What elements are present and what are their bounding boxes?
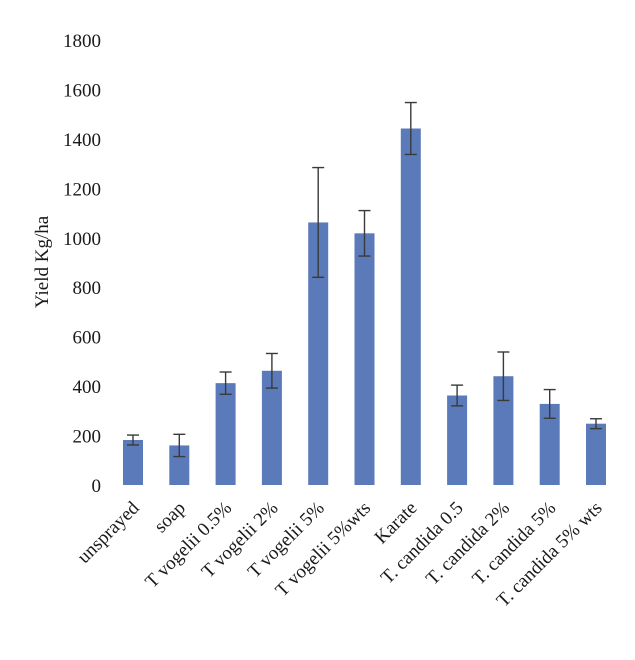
error-bar	[358, 209, 371, 257]
error-bars	[127, 101, 602, 458]
error-bar	[127, 434, 139, 446]
y-tick-label: 1200	[63, 179, 101, 200]
y-axis-ticks: 0 200 400 600 800 1000 1200 1400 1600 1800	[63, 31, 101, 497]
y-tick-label: 1000	[63, 229, 101, 250]
y-tick-label: 800	[73, 278, 102, 299]
error-bar	[219, 371, 232, 395]
error-bar	[404, 101, 417, 156]
bar	[308, 222, 329, 485]
x-tick-label: soap	[150, 498, 189, 537]
bar	[400, 128, 421, 485]
bar	[261, 370, 282, 485]
bar	[447, 395, 468, 485]
y-axis-title: Yield Kg/ha	[32, 215, 53, 308]
y-tick-label: 400	[73, 377, 102, 398]
y-tick-label: 0	[92, 476, 102, 497]
bar	[539, 403, 560, 485]
y-tick-label: 1800	[63, 31, 101, 52]
bar	[493, 376, 514, 485]
error-bar	[590, 418, 602, 430]
bar	[586, 423, 606, 485]
bar	[354, 233, 375, 485]
error-bar	[451, 384, 464, 407]
x-tick-label: unsprayed	[73, 497, 143, 567]
error-bar	[173, 433, 186, 458]
y-tick-label: 600	[73, 328, 102, 349]
error-bar	[312, 166, 325, 279]
y-tick-label: 200	[73, 427, 102, 448]
error-bar	[265, 352, 278, 389]
y-tick-label: 1600	[63, 80, 101, 101]
error-bar	[497, 351, 510, 402]
error-bar	[543, 388, 556, 419]
bars	[123, 128, 606, 485]
bar	[215, 383, 236, 485]
y-tick-label: 1400	[63, 130, 101, 151]
bar	[123, 440, 143, 485]
bar	[169, 445, 190, 485]
